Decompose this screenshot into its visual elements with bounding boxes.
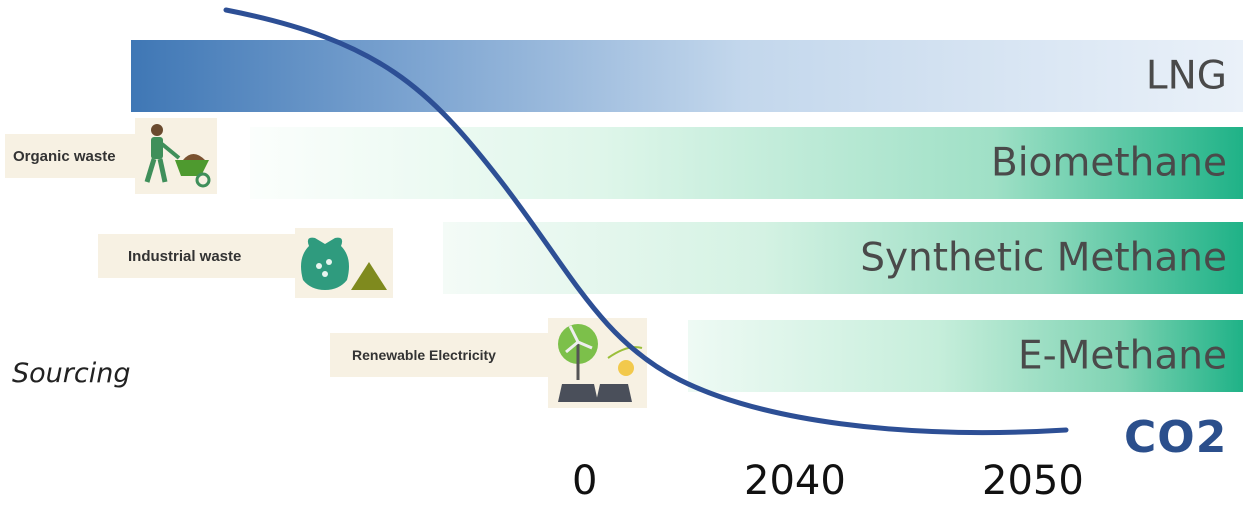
source-industrial-waste: Industrial waste bbox=[98, 234, 298, 278]
band-emethane-label: E-Methane bbox=[1018, 333, 1227, 379]
band-lng-label: LNG bbox=[1145, 53, 1227, 99]
sourcing-label: Sourcing bbox=[12, 358, 131, 389]
band-biomethane-label: Biomethane bbox=[990, 140, 1227, 186]
waste-bag-icon bbox=[295, 228, 393, 298]
source-renewable-electricity: Renewable Electricity bbox=[330, 333, 552, 377]
wind-solar-icon bbox=[548, 318, 647, 408]
farmer-wheelbarrow-icon bbox=[135, 118, 217, 194]
band-biomethane: Biomethane bbox=[250, 127, 1243, 199]
timeline-tick-2050: 2050 bbox=[982, 458, 1084, 504]
source-organic-waste: Organic waste bbox=[5, 134, 135, 178]
band-synthetic-label: Synthetic Methane bbox=[860, 235, 1227, 281]
timeline-tick-2040: 2040 bbox=[744, 458, 846, 504]
band-e-methane: E-Methane bbox=[688, 320, 1243, 392]
timeline-tick-0: 0 bbox=[572, 458, 598, 504]
band-lng: LNG bbox=[131, 40, 1243, 112]
co2-label: CO2 bbox=[1124, 412, 1228, 463]
